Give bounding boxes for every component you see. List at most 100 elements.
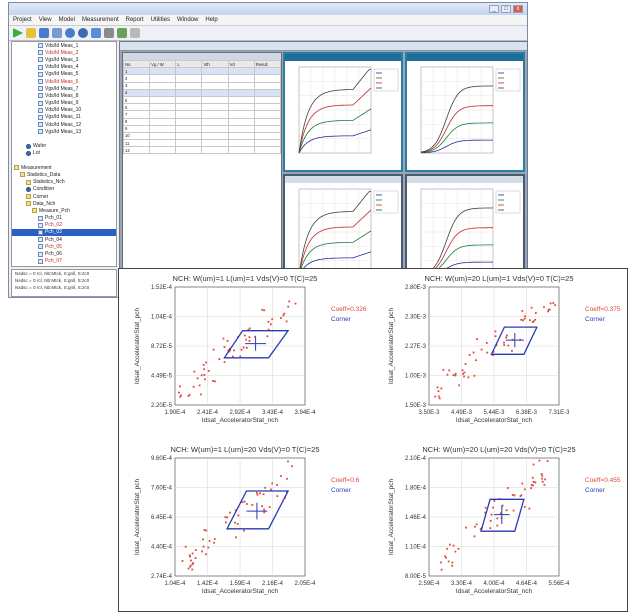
y-tick-label: 1.04E-4 bbox=[151, 315, 173, 321]
tree-node[interactable]: Measure_Pch bbox=[12, 207, 116, 214]
save-icon[interactable] bbox=[39, 28, 49, 38]
column-header[interactable]: No. bbox=[123, 59, 151, 69]
scatter-point bbox=[552, 302, 555, 304]
table-row[interactable]: 9 bbox=[123, 124, 281, 133]
table-row[interactable]: 7 bbox=[123, 110, 281, 119]
scatter-point bbox=[198, 384, 201, 387]
menu-window[interactable]: Window bbox=[176, 17, 199, 23]
report-icon[interactable] bbox=[117, 28, 127, 38]
run-icon[interactable] bbox=[13, 28, 23, 38]
document-tab[interactable] bbox=[120, 42, 527, 51]
x-tick-label: 5.56E-4 bbox=[548, 581, 570, 587]
tree-node[interactable]: Vgs/Id Meas_11 bbox=[12, 114, 116, 121]
scatter-point bbox=[261, 505, 263, 507]
tree-node[interactable] bbox=[12, 135, 116, 142]
tree-node[interactable]: Vgs/Id Meas_13 bbox=[12, 128, 116, 135]
tree-node[interactable]: Vds/Id Meas_8 bbox=[12, 92, 116, 99]
x-tick-label: 3.43E-4 bbox=[262, 410, 284, 416]
scatter-point bbox=[227, 349, 230, 352]
chart-icon[interactable] bbox=[78, 28, 88, 38]
tree-node[interactable]: Vds/Id Meas_10 bbox=[12, 107, 116, 114]
chart-window-2[interactable] bbox=[405, 52, 525, 172]
scatter-point bbox=[512, 509, 515, 512]
settings-icon[interactable] bbox=[104, 28, 114, 38]
tree-node-label: Vgs/Id Meas_13 bbox=[45, 128, 82, 135]
table-cell bbox=[175, 139, 203, 148]
tree-node[interactable] bbox=[12, 157, 116, 164]
table-row[interactable]: 12 bbox=[123, 146, 281, 155]
chart-title: NCH: W(um)=1 L(um)=1 Vds(V)=0 T(C)=25 bbox=[173, 274, 318, 283]
tree-node[interactable]: Vgs/Id Meas_9 bbox=[12, 100, 116, 107]
tree-node[interactable]: Statistics_Nch bbox=[12, 179, 116, 186]
tree-node[interactable]: Pch_06 bbox=[12, 250, 116, 257]
iv-curve bbox=[298, 251, 372, 276]
export-icon[interactable] bbox=[130, 28, 140, 38]
tree-node[interactable]: Vgs/Id Meas_3 bbox=[12, 56, 116, 63]
tree-node[interactable]: Pch_03 bbox=[12, 228, 116, 237]
project-tree[interactable]: Vds/Id Meas_1 Vds/Id Meas_2 Vgs/Id Meas_3 V… bbox=[11, 41, 117, 267]
table-row[interactable]: 11 bbox=[123, 139, 281, 148]
tree-node[interactable]: Wafer bbox=[12, 143, 116, 150]
table-cell bbox=[201, 67, 229, 76]
scatter-point bbox=[463, 375, 465, 378]
table-cell bbox=[227, 95, 255, 105]
tree-node[interactable]: Measurement bbox=[12, 164, 116, 171]
tree-node[interactable]: Pch_01 bbox=[12, 215, 116, 222]
tree-node[interactable]: Corner bbox=[12, 193, 116, 200]
table-row[interactable]: 5 bbox=[123, 95, 281, 105]
column-header[interactable]: Vd bbox=[227, 59, 255, 69]
column-header[interactable]: Vth bbox=[201, 59, 229, 69]
menu-report[interactable]: Report bbox=[125, 17, 144, 23]
tree-node[interactable]: Vds/Id Meas_2 bbox=[12, 49, 116, 56]
menu-utilities[interactable]: Utilities bbox=[150, 17, 170, 23]
tree-node[interactable]: Data_Nch bbox=[12, 200, 116, 207]
title-bar[interactable]: _ □ x bbox=[9, 3, 527, 15]
scatter-point bbox=[188, 393, 191, 396]
tree-node-label: Vds/Id Meas_1 bbox=[45, 42, 79, 49]
y-tick-label: 2.20E-5 bbox=[151, 403, 173, 409]
table-row[interactable]: 2 bbox=[123, 74, 281, 83]
scatter-point bbox=[187, 395, 190, 397]
table-row[interactable]: 6 bbox=[123, 103, 281, 112]
table-row[interactable]: 4 bbox=[123, 88, 281, 97]
close-button[interactable]: x bbox=[513, 5, 523, 13]
tree-node[interactable]: Vds/Id Meas_4 bbox=[12, 64, 116, 71]
column-header[interactable]: Vg / W bbox=[149, 59, 177, 69]
tree-node[interactable]: Vds/Id Meas_6 bbox=[12, 78, 116, 85]
refresh-icon[interactable] bbox=[91, 28, 101, 38]
chart-window-1[interactable] bbox=[283, 52, 403, 172]
menu-measurement[interactable]: Measurement bbox=[81, 17, 119, 23]
scatter-point bbox=[523, 317, 526, 320]
tree-node[interactable]: Statistics_Data bbox=[12, 171, 116, 178]
data-grid[interactable]: No. Vg / W L Vth Vd Result 1 2 3 4 5 6 7 8 9 10 11 12 bbox=[122, 52, 282, 294]
tree-node[interactable]: Pch_04 bbox=[12, 236, 116, 243]
tree-node[interactable]: Vgs/Id Meas_7 bbox=[12, 85, 116, 92]
y-tick-label: 2.27E-3 bbox=[405, 344, 427, 350]
menu-help[interactable]: Help bbox=[205, 17, 218, 23]
legend-coeff: Coeff=0.375 bbox=[585, 306, 621, 313]
table-row[interactable]: 3 bbox=[123, 81, 281, 90]
tree-node[interactable]: Vds/Id Meas_12 bbox=[12, 121, 116, 128]
table-row[interactable]: 1 bbox=[123, 67, 281, 76]
tree-node[interactable]: Lot bbox=[12, 150, 116, 157]
tree-node[interactable]: Condition bbox=[12, 186, 116, 193]
scatter-point bbox=[489, 527, 492, 529]
model-icon[interactable] bbox=[52, 28, 62, 38]
menu-view[interactable]: View bbox=[38, 17, 52, 23]
menu-project[interactable]: Project bbox=[13, 17, 32, 23]
tree-node[interactable]: Pch_02 bbox=[12, 222, 116, 229]
menu-model[interactable]: Model bbox=[58, 17, 75, 23]
tree-node[interactable]: Vds/Id Meas_1 bbox=[12, 42, 116, 49]
column-header[interactable]: L bbox=[175, 59, 203, 69]
column-header[interactable]: Result bbox=[253, 59, 281, 69]
tree-node[interactable]: Vgs/Id Meas_5 bbox=[12, 71, 116, 78]
measure-icon[interactable] bbox=[65, 28, 75, 38]
tree-node[interactable]: Pch_07 bbox=[12, 258, 116, 265]
table-row[interactable]: 10 bbox=[123, 131, 281, 141]
iv-chart-2 bbox=[420, 66, 521, 154]
minimize-button[interactable]: _ bbox=[489, 5, 499, 13]
table-row[interactable]: 8 bbox=[123, 117, 281, 126]
tree-node[interactable]: Pch_05 bbox=[12, 243, 116, 250]
open-icon[interactable] bbox=[26, 28, 36, 38]
maximize-button[interactable]: □ bbox=[501, 5, 511, 13]
